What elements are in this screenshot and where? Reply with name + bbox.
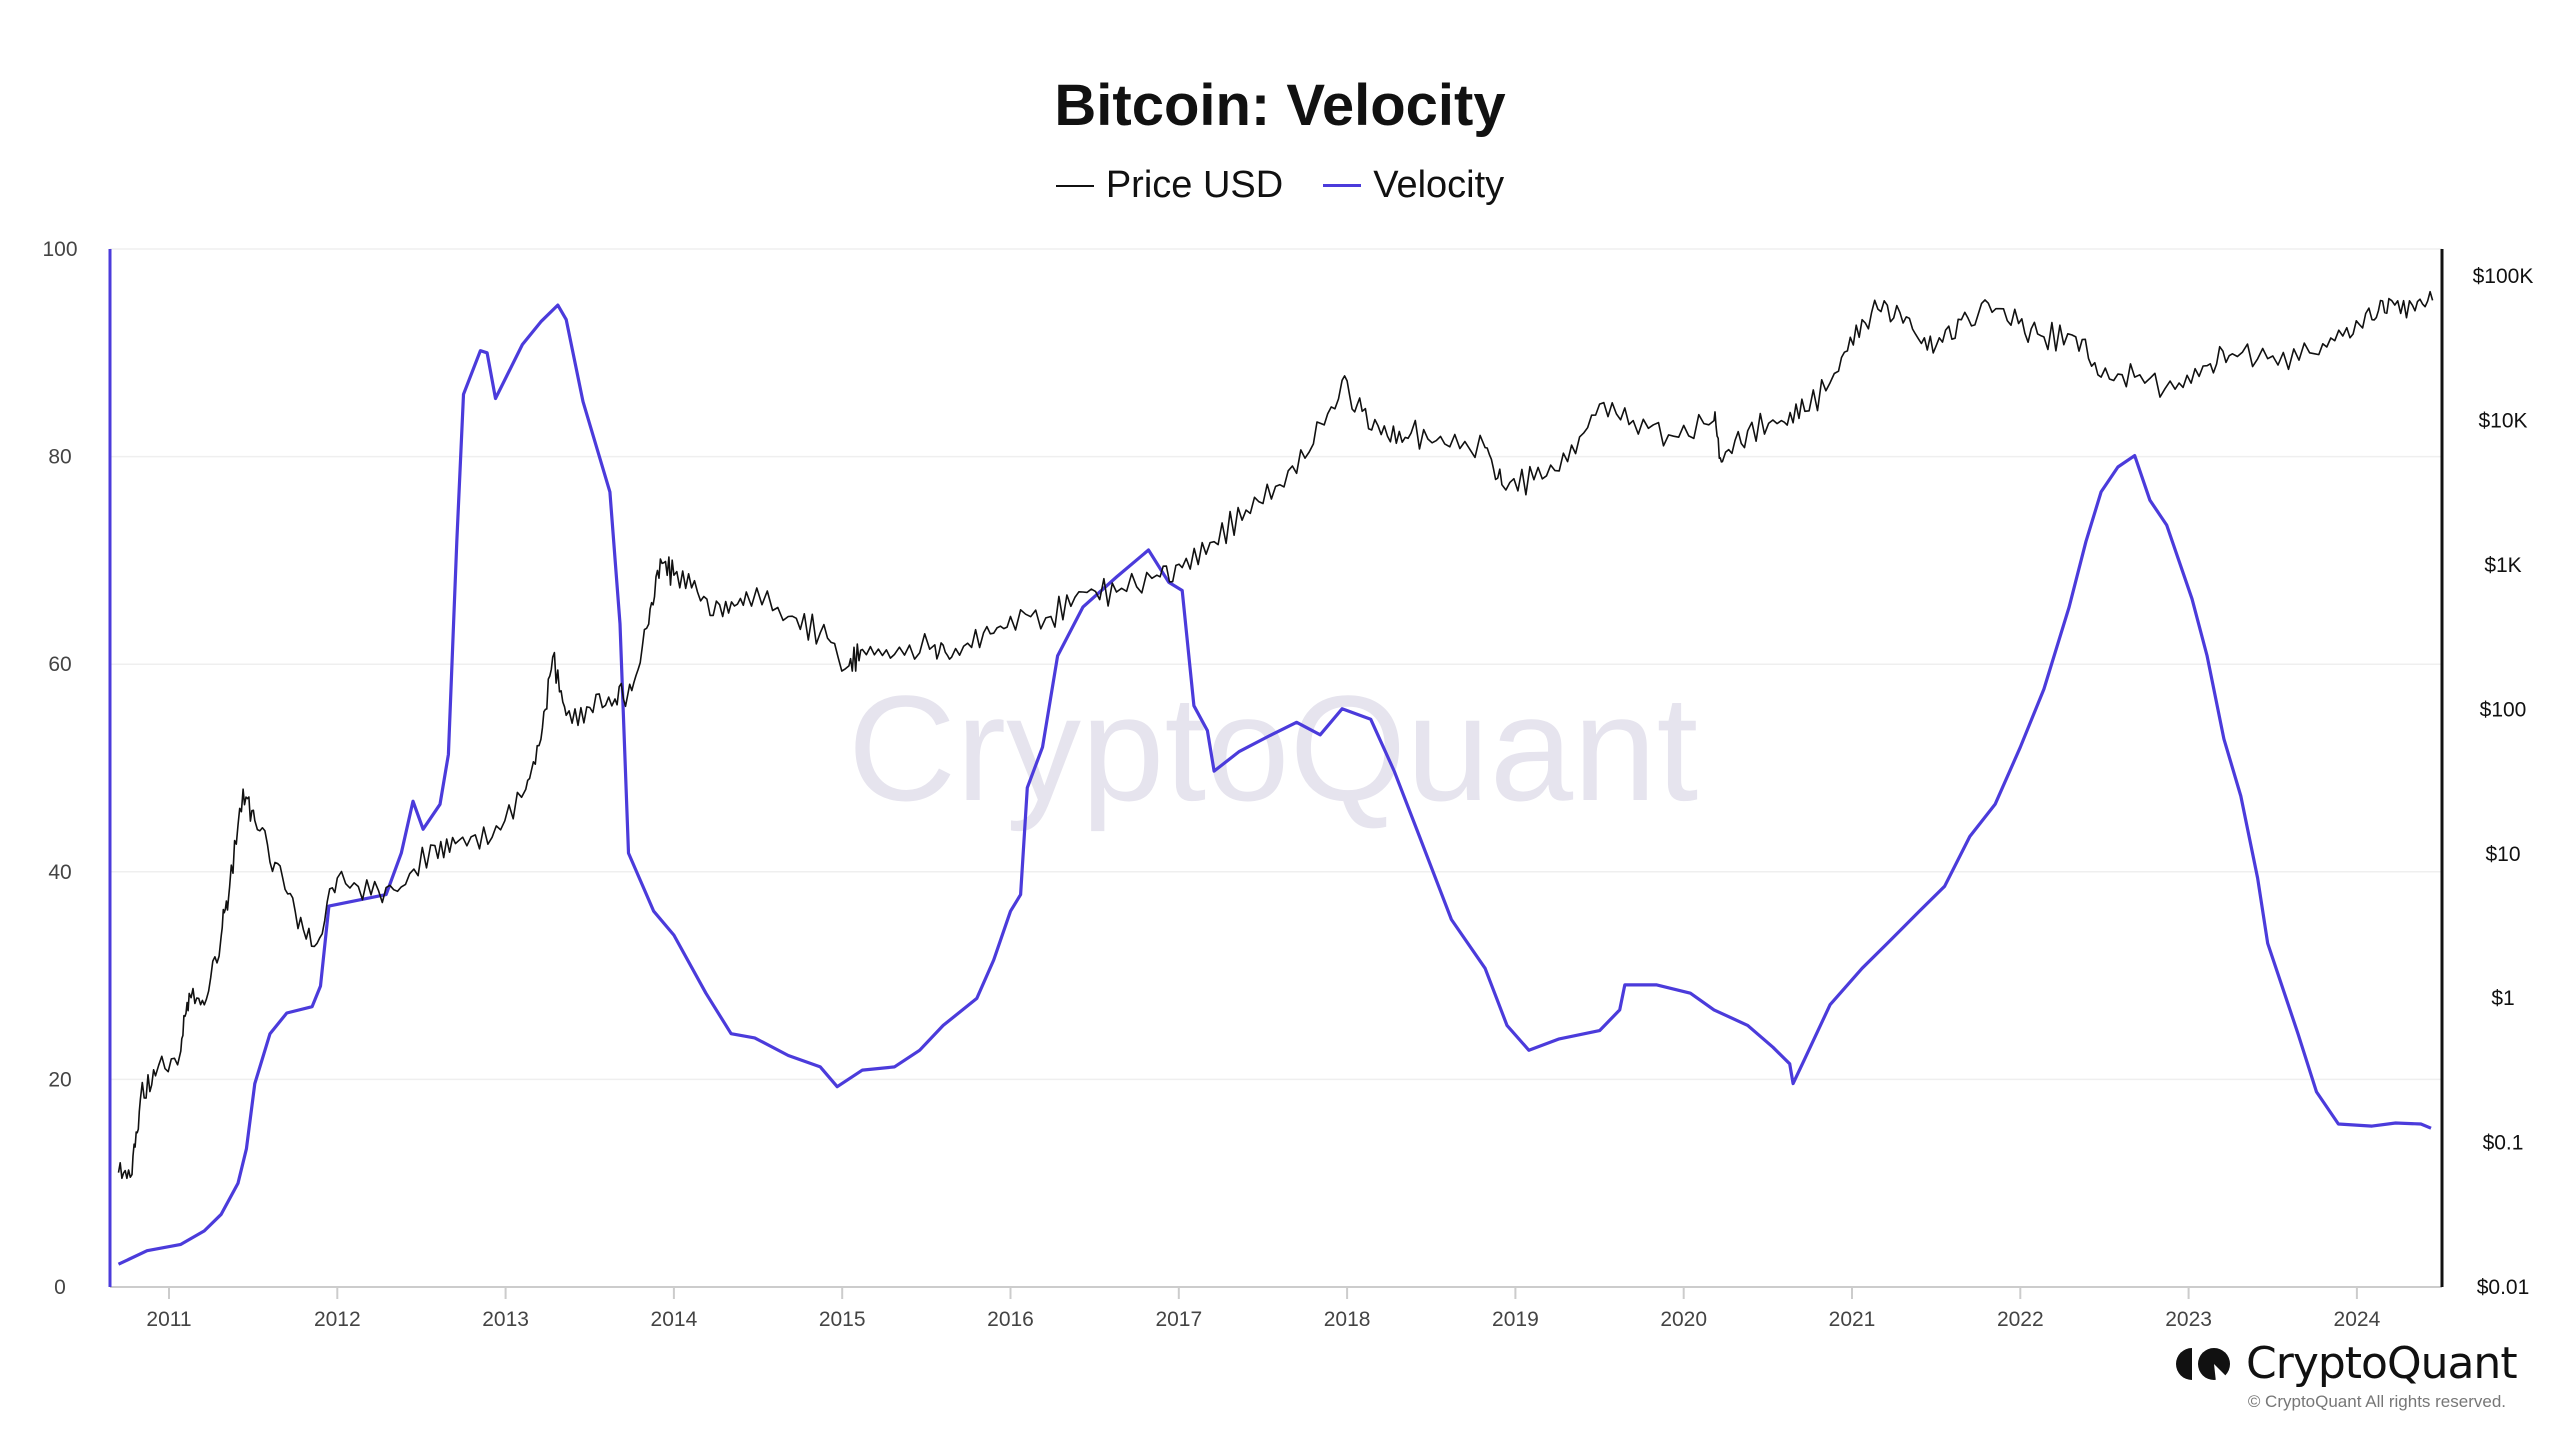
chart-title: Bitcoin: Velocity	[1054, 73, 1506, 138]
velocity-line	[117, 303, 2432, 1266]
y-right-tick: $0.01	[2477, 1276, 2530, 1299]
legend: Price USD Velocity	[0, 164, 2560, 207]
y-right-tick: $1K	[2484, 554, 2521, 577]
price-usd-line	[117, 290, 2434, 1180]
y-right-tick: $100K	[2473, 265, 2534, 288]
x-tick-2021: 2021	[1829, 1308, 1876, 1331]
x-tick-2022: 2022	[1997, 1308, 2044, 1331]
y-left-tick-0: 0	[54, 1276, 66, 1299]
x-tick-2017: 2017	[1155, 1308, 1202, 1331]
y-right-tick: $10	[2485, 843, 2520, 866]
legend-label-velocity: Velocity	[1373, 164, 1505, 206]
legend-swatch-price	[1055, 184, 1094, 187]
legend-label-price: Price USD	[1105, 164, 1284, 206]
copyright: © CryptoQuant All rights reserved.	[2247, 1392, 2506, 1411]
x-tick-2016: 2016	[987, 1308, 1034, 1331]
y-left-tick-40: 40	[48, 861, 71, 884]
y-left-tick-80: 80	[48, 446, 71, 469]
legend-swatch-velocity	[1323, 184, 1362, 187]
y-right-tick: $10K	[2478, 410, 2527, 433]
logo-text: CryptoQuant	[2246, 1338, 2518, 1389]
x-tick-2015: 2015	[819, 1308, 866, 1331]
y-left-tick-100: 100	[42, 238, 77, 261]
y-right-tick: $0.1	[2483, 1132, 2524, 1155]
cryptoquant-logo: CryptoQuant	[2176, 1338, 2518, 1389]
x-tick-2024: 2024	[2334, 1308, 2381, 1331]
y-left-tick-60: 60	[48, 653, 71, 676]
x-tick-2020: 2020	[1660, 1308, 1707, 1331]
x-tick-2012: 2012	[314, 1308, 361, 1331]
legend-item-price[interactable]: Price USD	[1055, 164, 1284, 207]
x-tick-2014: 2014	[651, 1308, 698, 1331]
y-left-tick-20: 20	[48, 1068, 71, 1091]
x-tick-2011: 2011	[146, 1308, 191, 1331]
watermark: CryptoQuant	[848, 664, 1698, 832]
x-tick-2023: 2023	[2165, 1308, 2212, 1331]
y-right-tick: $100	[2480, 698, 2527, 721]
y-right-tick: $1	[2491, 987, 2514, 1010]
cryptoquant-logo-icon	[2176, 1347, 2232, 1382]
legend-item-velocity[interactable]: Velocity	[1323, 164, 1504, 207]
x-tick-2018: 2018	[1324, 1308, 1371, 1331]
x-tick-2019: 2019	[1492, 1308, 1539, 1331]
x-tick-2013: 2013	[482, 1308, 529, 1331]
